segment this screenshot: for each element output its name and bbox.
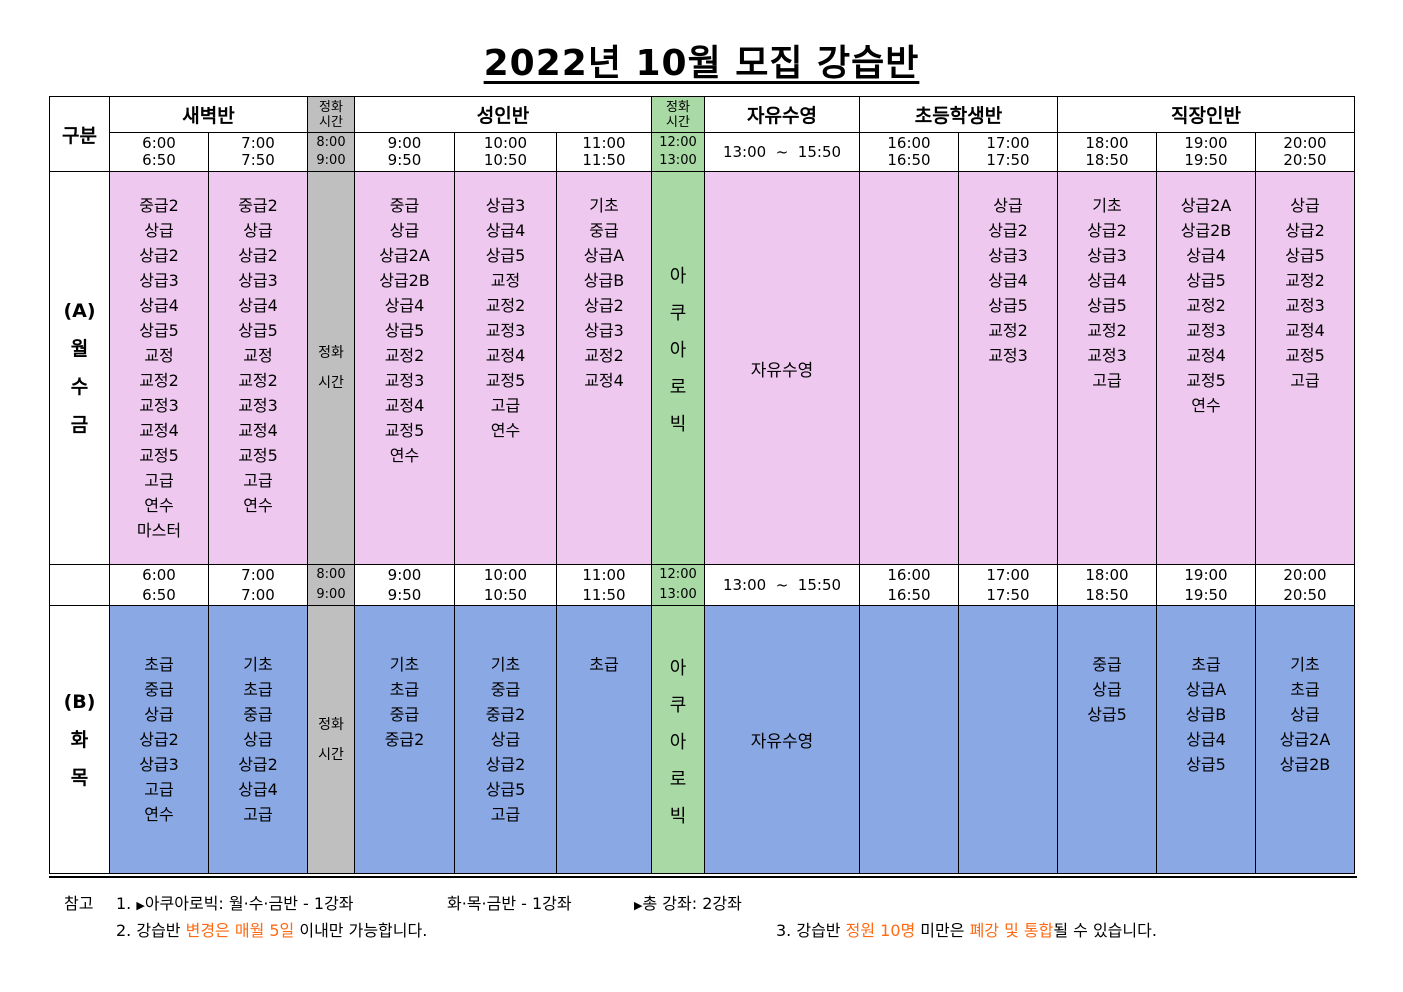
cleaning-time-cell: 정화 시간 [307,171,355,565]
note-1-tt: 화·목·금반 - 1강좌 [447,894,572,913]
header-row-groups: 구분 새벽반 정화 시간 성인반 정화 시간 자유수영 초등학생반 직장인반 [49,96,1355,172]
class-list-0900: 중급 상급 상급2A 상급2B 상급4 상급5 교정2 교정3 교정4 교정5 … [354,171,455,565]
group-cleaning-1: 정화 시간 [307,96,355,133]
class-list-1800: 중급 상급 상급5 [1057,605,1157,874]
time-slot: 19:00 19:50 [1156,132,1256,172]
time-slot: 20:00 20:50 [1255,132,1355,172]
time-slot-free-swim: 13:00 ~ 15:50 [704,564,860,606]
section-a-label: (A) 월 수 금 [49,171,110,565]
class-list-1100: 기초 중급 상급A 상급B 상급2 상급3 교정2 교정4 [556,171,652,565]
class-list-1800: 기초 상급2 상급3 상급4 상급5 교정2 교정3 고급 [1057,171,1157,565]
time-slot: 9:00 9:50 [354,564,455,606]
class-list-0600: 초급 중급 상급 상급2 상급3 고급 연수 [109,605,209,874]
class-list-2000: 기초 초급 상급 상급2A 상급2B [1255,605,1355,874]
group-worker: 직장인반 [1057,96,1355,133]
class-list-1900: 초급 상급A 상급B 상급4 상급5 [1156,605,1256,874]
time-slot: 18:00 18:50 [1057,132,1157,172]
cleaning-time-cell: 정화 시간 [307,605,355,874]
time-slot: 7:00 7:00 [208,564,308,606]
time-slot: 11:00 11:50 [556,564,652,606]
group-adult: 성인반 [354,96,652,133]
page-title: 2022년 10월 모집 강습반 [0,34,1403,86]
class-list-0600: 중급2 상급 상급2 상급3 상급4 상급5 교정 교정2 교정3 교정4 교정… [109,171,209,565]
section-b-label: (B) 화 목 [49,605,110,874]
free-swim-cell: 자유수영 [704,605,860,874]
class-list-1100: 초급 [556,605,652,874]
note-1-total: ▶총 강좌: 2강좌 [634,894,742,913]
class-list-0700: 기초 초급 중급 상급 상급2 상급4 고급 [208,605,308,874]
class-list-1600 [859,605,959,874]
time-slot: 16:00 16:50 [859,132,959,172]
group-dawn: 새벽반 [109,96,308,133]
free-swim-cell: 자유수영 [704,171,860,565]
class-list-1000: 기초 중급 중급2 상급 상급2 상급5 고급 [454,605,557,874]
note-1: 1. ▶아쿠아로빅: 월·수·금반 - 1강좌 [116,894,354,913]
time-slot-free-swim: 13:00 ~ 15:50 [704,132,860,172]
page-title-text: 2022년 10월 모집 강습반 [483,43,920,84]
time-slot: 7:00 7:50 [208,132,308,172]
group-elementary: 초등학생반 [859,96,1058,133]
notes-divider [49,876,1357,878]
time-slot: 16:00 16:50 [859,564,959,606]
class-list-2000: 상급 상급2 상급5 교정2 교정3 교정4 교정5 고급 [1255,171,1355,565]
time-slot: 10:00 10:50 [454,564,557,606]
section-a-times-row: 6:00 6:50 7:00 7:50 8:00 9:00 9:00 9:50 10:0… [50,132,1355,172]
time-slot: 10:00 10:50 [454,132,557,172]
section-a-classes-row: (A) 월 수 금 중급2 상급 상급2 상급3 상급4 상급5 교정 교정2 교정3… [49,171,1355,565]
schedule-table: 구분 새벽반 정화 시간 성인반 정화 시간 자유수영 초등학생반 직장인반 6:0… [49,96,1355,874]
time-slot-cleaning: 8:00 9:00 [307,564,355,606]
time-slot: 19:00 19:50 [1156,564,1256,606]
time-slot-lunch: 12:00 13:00 [651,132,705,172]
category-header: 구분 [49,96,110,172]
triangle-icon: ▶ [136,899,145,912]
time-slot: 6:00 6:50 [109,132,209,172]
empty-cell [49,564,110,606]
notes-label: 참고 [64,894,94,913]
class-list-1600 [859,171,959,565]
time-slot-cleaning: 8:00 9:00 [307,132,355,172]
time-slot: 17:00 17:50 [958,132,1058,172]
class-list-1700 [958,605,1058,874]
time-slot: 18:00 18:50 [1057,564,1157,606]
note-3: 3. 강습반 정원 10명 미만은 폐강 및 통합될 수 있습니다. [776,921,1157,940]
class-list-0700: 중급2 상급 상급2 상급3 상급4 상급5 교정 교정2 교정3 교정4 교정… [208,171,308,565]
group-cleaning-2: 정화 시간 [651,96,705,133]
aqua-aerobic-cell: 아 쿠 아 로 빅 [651,605,705,874]
time-slot: 11:00 11:50 [556,132,652,172]
triangle-icon: ▶ [634,899,643,912]
class-list-1000: 상급3 상급4 상급5 교정 교정2 교정3 교정4 교정5 고급 연수 [454,171,557,565]
time-slot: 17:00 17:50 [958,564,1058,606]
time-slot: 9:00 9:50 [354,132,455,172]
aqua-aerobic-cell: 아 쿠 아 로 빅 [651,171,705,565]
time-slot: 6:00 6:50 [109,564,209,606]
section-b-times-row: 6:00 6:50 7:00 7:00 8:00 9:00 9:00 9:50 10:0… [49,564,1355,606]
group-free-swim: 자유수영 [704,96,860,133]
class-list-1700: 상급 상급2 상급3 상급4 상급5 교정2 교정3 [958,171,1058,565]
section-b-classes-row: (B) 화 목 초급 중급 상급 상급2 상급3 고급 연수 기초 초급 중급 상급… [49,605,1355,874]
class-list-1900: 상급2A 상급2B 상급4 상급5 교정2 교정3 교정4 교정5 연수 [1156,171,1256,565]
time-slot: 20:00 20:50 [1255,564,1355,606]
note-2: 2. 강습반 변경은 매월 5일 이내만 가능합니다. [116,921,428,940]
class-list-0900: 기초 초급 중급 중급2 [354,605,455,874]
time-slot-lunch: 12:00 13:00 [651,564,705,606]
